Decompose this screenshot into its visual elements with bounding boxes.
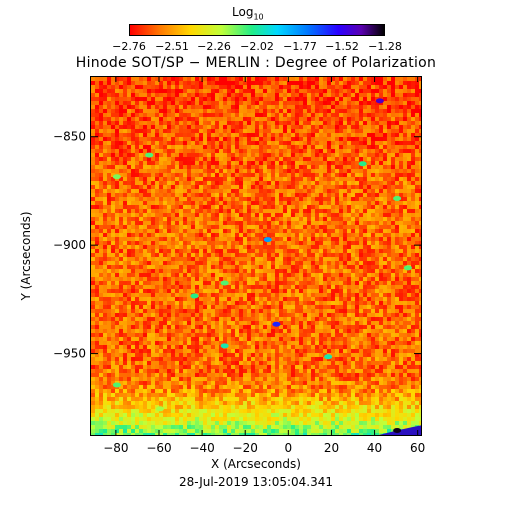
colorbar-tick-label: −2.26 — [197, 40, 231, 53]
y-tick-label: −950 — [53, 347, 86, 361]
colorbar-label: Log10 — [232, 6, 264, 21]
heatmap-feature — [155, 406, 164, 412]
chart-title: Hinode SOT/SP − MERLIN : Degree of Polar… — [75, 55, 437, 71]
heatmap-feature — [263, 237, 272, 243]
x-tick-label: 60 — [410, 441, 425, 455]
heatmap-feature — [358, 161, 367, 167]
y-tick-label: −900 — [53, 238, 86, 252]
x-axis-label: X (Arcseconds) — [211, 457, 301, 471]
x-tick-label: 0 — [285, 441, 293, 455]
x-tick-label: 20 — [324, 441, 339, 455]
heatmap — [91, 77, 421, 435]
heatmap-feature — [112, 174, 121, 180]
y-tick-label: −850 — [53, 130, 86, 144]
timestamp: 28-Jul-2019 13:05:04.341 — [178, 475, 334, 489]
colorbar-tick-labels: −2.76 −2.51 −2.26 −2.02 −1.77 −1.52 −1.2… — [100, 40, 420, 54]
x-tick-label: 40 — [367, 441, 382, 455]
heatmap-feature — [220, 280, 229, 286]
colorbar-tick-label: −1.28 — [368, 40, 402, 53]
heatmap-feature — [220, 343, 229, 349]
colorbar-tick-label: −1.77 — [283, 40, 317, 53]
colorbar-tick-label: −2.51 — [155, 40, 189, 53]
y-axis-label: Y (Arcseconds) — [19, 211, 33, 301]
colorbar-label-text: Log — [232, 5, 254, 19]
heatmap-feature — [324, 354, 333, 360]
colorbar-tick-label: −1.52 — [325, 40, 359, 53]
heatmap-feature — [375, 98, 384, 104]
x-tick-label: −20 — [233, 441, 258, 455]
heatmap-feature — [393, 427, 402, 433]
plot-area — [90, 76, 422, 436]
heatmap-feature — [190, 293, 199, 299]
colorbar-tick-label: −2.76 — [112, 40, 146, 53]
x-tick-label: −60 — [146, 441, 171, 455]
heatmap-feature — [112, 382, 121, 388]
x-tick-label: −40 — [189, 441, 214, 455]
colorbar-label-subscript: 10 — [253, 12, 264, 22]
colorbar-tick-label: −2.02 — [240, 40, 274, 53]
colorbar — [129, 24, 385, 36]
heatmap-feature — [403, 265, 412, 271]
heatmap-feature — [272, 321, 281, 327]
heatmap-feature — [393, 195, 402, 201]
x-tick-label: −80 — [103, 441, 128, 455]
heatmap-cells — [91, 77, 421, 435]
heatmap-feature — [145, 152, 154, 158]
